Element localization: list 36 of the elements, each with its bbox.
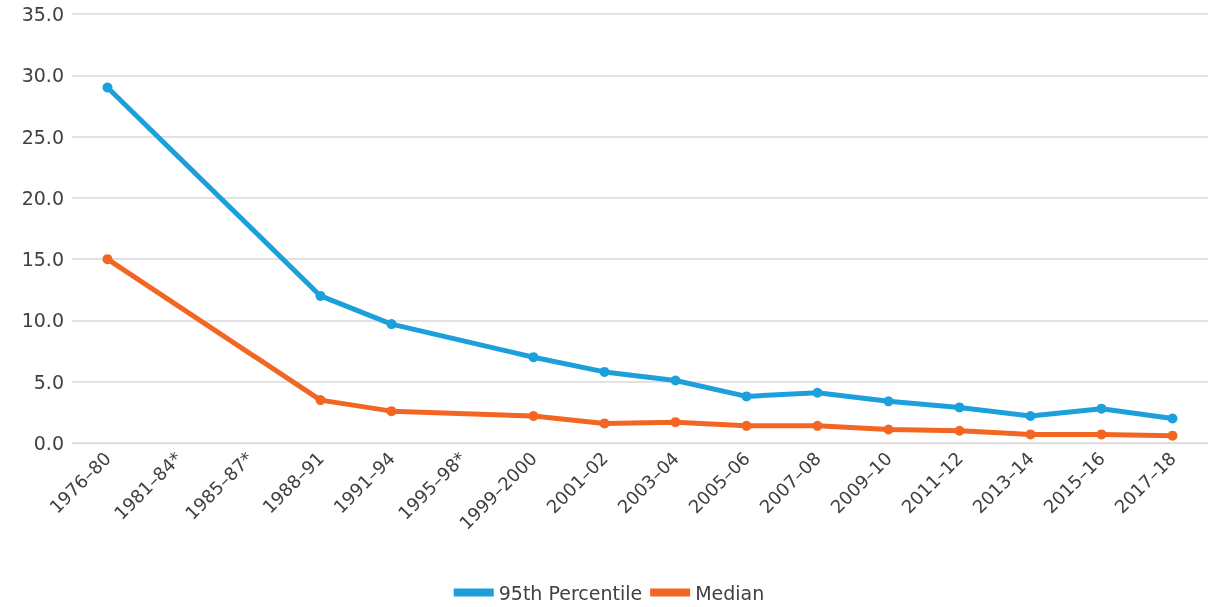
y-tick-label: 35.0 (21, 3, 64, 25)
point (386, 406, 397, 417)
point (102, 82, 113, 93)
point (812, 387, 823, 398)
legend-label: Median (695, 581, 765, 604)
point (315, 290, 326, 301)
point (1025, 429, 1036, 440)
legend-label: 95th Percentile (498, 581, 643, 604)
point (528, 352, 539, 363)
point (599, 366, 610, 377)
point (386, 319, 397, 330)
point (1167, 413, 1178, 424)
y-tick-label: 10.0 (21, 309, 64, 332)
point (670, 375, 681, 386)
y-tick-label: 5.0 (33, 370, 64, 393)
point (670, 417, 681, 428)
y-tick-label: 0.0 (33, 432, 64, 454)
point (599, 418, 610, 429)
point (883, 424, 894, 435)
y-tick-label: 25.0 (21, 125, 64, 148)
point (102, 254, 113, 265)
y-tick-label: 30.0 (21, 64, 64, 87)
point (1167, 430, 1178, 441)
point (1096, 403, 1107, 414)
point (315, 395, 326, 406)
y-tick-label: 20.0 (21, 186, 64, 209)
point (1096, 429, 1107, 440)
point (954, 425, 965, 436)
point (741, 420, 752, 431)
point (954, 402, 965, 413)
point (883, 396, 894, 407)
point (528, 411, 539, 422)
point (741, 391, 752, 402)
point (1025, 411, 1036, 422)
point (812, 420, 823, 431)
y-tick-label: 15.0 (21, 248, 64, 271)
